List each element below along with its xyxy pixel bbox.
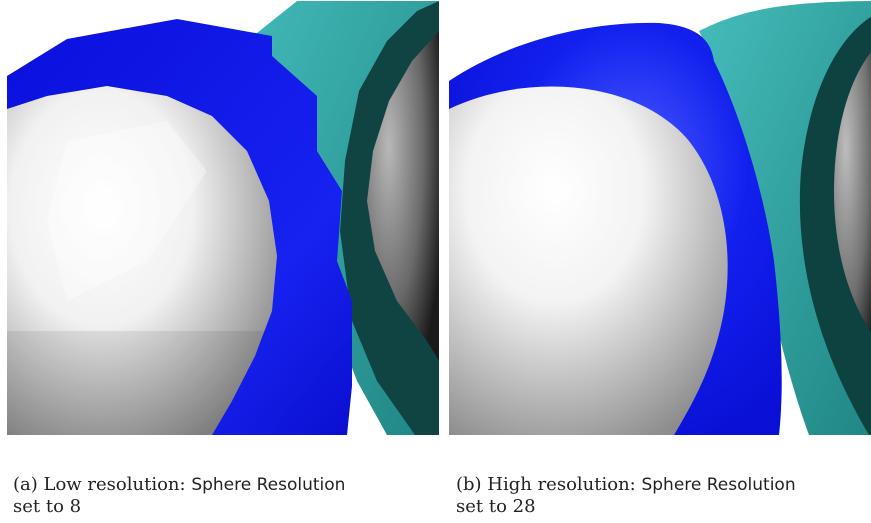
highlight-facet [47, 121, 207, 301]
white-sphere [449, 86, 728, 435]
caption-a-prefix: (a) Low resolution: [13, 474, 192, 495]
render-high-resolution [449, 1, 871, 435]
caption-a: (a) Low resolution: Sphere Resolution se… [13, 474, 353, 518]
caption-b-setting: Sphere Resolution [641, 475, 796, 495]
white-sphere [7, 86, 277, 435]
gray-sphere [834, 52, 871, 333]
caption-a-setting: Sphere Resolution [191, 475, 346, 495]
render-low-resolution-image [7, 1, 439, 435]
render-low-resolution [7, 1, 439, 435]
caption-b-suffix: set to 28 [456, 496, 536, 517]
caption-b: (b) High resolution: Sphere Resolution s… [456, 474, 796, 518]
caption-b-prefix: (b) High resolution: [456, 474, 642, 495]
caption-a-suffix: set to 8 [13, 496, 82, 517]
shadow-facet [7, 331, 267, 435]
gray-sphere [367, 31, 439, 361]
render-high-resolution-image [449, 1, 871, 435]
